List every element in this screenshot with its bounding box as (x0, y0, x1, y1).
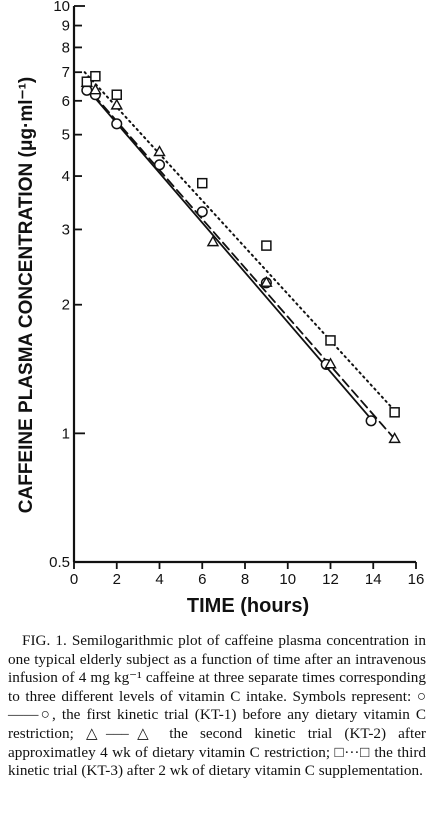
circle-marker (365, 415, 377, 427)
fit-lines (83, 71, 396, 440)
x-axis-title: TIME (hours) (187, 595, 309, 617)
y-tick-label: 7 (62, 64, 70, 81)
x-tick-label: 0 (70, 571, 78, 588)
y-tick-label: 6 (62, 93, 70, 110)
square-marker (389, 407, 400, 418)
plot-area (72, 6, 416, 564)
circle-marker (196, 206, 208, 218)
x-tick-label: 6 (198, 571, 206, 588)
y-tick-label: 3 (62, 221, 70, 238)
triangle-marker (110, 98, 123, 110)
fit-line-dotted (83, 71, 396, 412)
y-tick-label: 1 (62, 425, 70, 442)
y-tick-label: 0.5 (49, 554, 70, 571)
y-tick-label: 10 (53, 0, 70, 15)
x-tick-label: 14 (365, 571, 382, 588)
square-marker (90, 70, 101, 82)
x-tick-label: 12 (322, 571, 339, 588)
triangle-marker (206, 235, 220, 247)
figure-caption: FIG. 1. Semilogarithmic plot of caffeine… (8, 632, 426, 781)
triangle-marker (89, 83, 102, 95)
x-tick-label: 10 (279, 571, 296, 588)
x-tick-label: 4 (155, 571, 163, 588)
caption-text: FIG. 1. Semilogarithmic plot of caffeine… (8, 632, 426, 780)
triangle-marker (388, 431, 401, 444)
square-marker (81, 76, 93, 87)
square-marker (111, 89, 122, 100)
y-tick-label: 2 (62, 297, 70, 314)
y-tick-label: 5 (62, 127, 70, 144)
triangle-marker (153, 145, 166, 157)
x-tick-label: 16 (408, 571, 425, 588)
y-tick-label: 8 (62, 39, 70, 56)
y-tick-label: 9 (62, 18, 70, 35)
x-tick-label: 2 (113, 571, 121, 588)
data-markers (80, 70, 401, 444)
fit-line-dashed (83, 83, 396, 440)
square-marker (261, 240, 272, 251)
triangle-marker (260, 275, 273, 287)
triangle-marker (324, 357, 337, 369)
x-tick-label: 8 (241, 571, 249, 588)
circle-marker (111, 118, 123, 130)
circle-marker (153, 159, 166, 171)
y-tick-label: 4 (62, 168, 70, 185)
square-marker (325, 335, 336, 346)
y-axis-title: CAFFEINE PLASMA CONCENTRATION (μg·ml⁻¹) (16, 77, 37, 513)
square-marker (197, 177, 208, 189)
